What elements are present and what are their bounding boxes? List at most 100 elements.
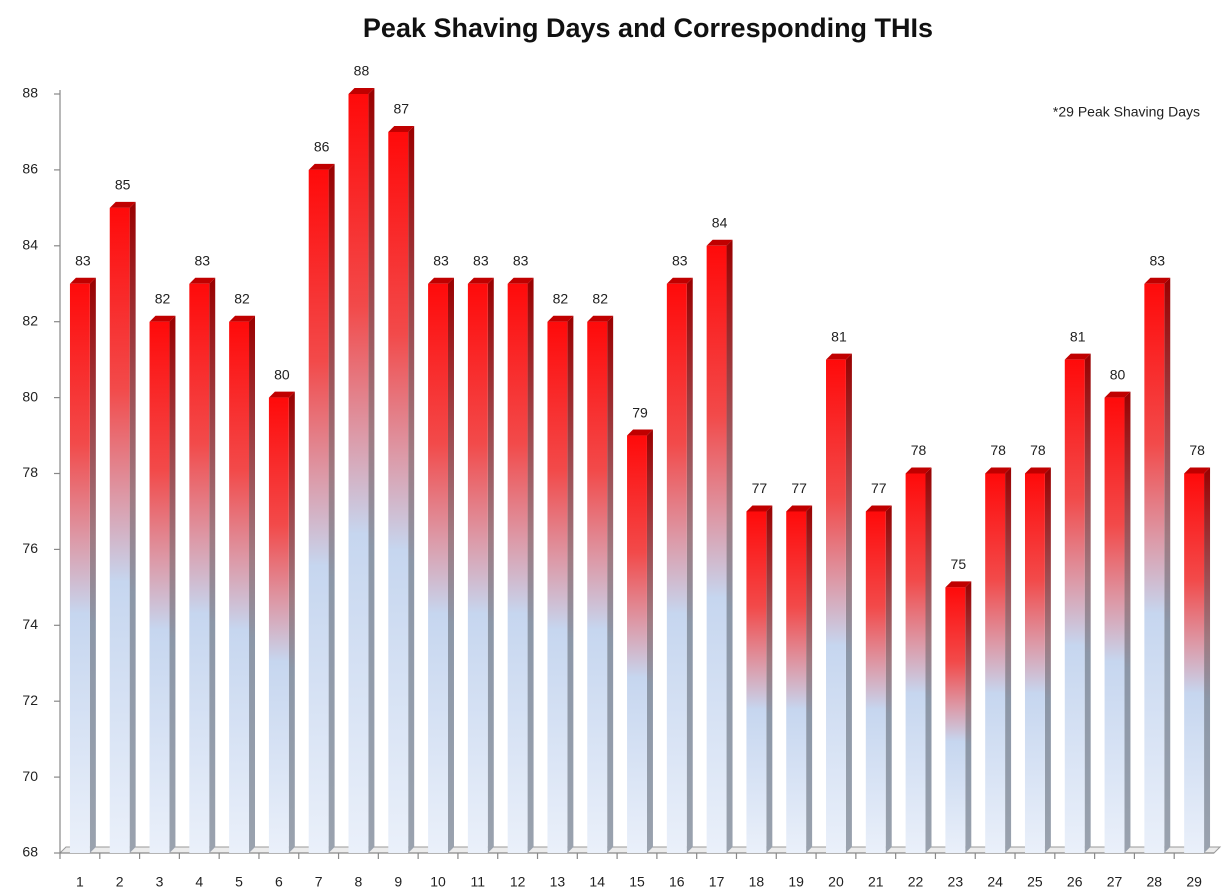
bar (428, 283, 448, 853)
x-tick-label: 17 (709, 874, 725, 890)
value-label: 86 (314, 139, 330, 155)
bar-side (1084, 353, 1091, 853)
value-label: 78 (1030, 442, 1046, 458)
y-tick-label: 86 (22, 161, 38, 177)
bar (706, 245, 727, 854)
bar (865, 511, 886, 853)
bar-top (627, 429, 653, 436)
bar-side (328, 163, 335, 853)
bar-side (408, 125, 415, 853)
bar (189, 283, 210, 853)
bar (666, 283, 687, 853)
x-tick-label: 2 (116, 874, 124, 890)
bar-side (487, 277, 494, 853)
bar (1144, 283, 1165, 853)
bar-side (567, 315, 574, 853)
value-label: 87 (393, 101, 409, 117)
value-label: 79 (632, 404, 648, 420)
bar-top (786, 505, 813, 512)
x-tick-label: 6 (275, 874, 283, 890)
bar-side (806, 505, 813, 853)
y-tick-label: 76 (22, 540, 38, 556)
x-tick-label: 16 (669, 874, 685, 890)
bar-side (169, 315, 176, 853)
x-tick-label: 28 (1147, 874, 1163, 890)
bar (905, 473, 926, 853)
bar-top (1024, 467, 1051, 474)
x-tick-label: 18 (749, 874, 765, 890)
x-tick-label: 13 (550, 874, 566, 890)
x-tick-label: 19 (788, 874, 804, 890)
value-label: 83 (75, 252, 91, 268)
bar (467, 283, 488, 853)
bar (149, 321, 170, 853)
value-label: 83 (513, 252, 529, 268)
bar (1064, 359, 1085, 853)
value-label: 81 (1070, 328, 1086, 344)
value-label: 75 (951, 556, 967, 572)
value-label: 77 (791, 480, 807, 496)
y-tick-label: 68 (22, 844, 38, 860)
bar (627, 435, 647, 853)
x-tick-label: 27 (1107, 874, 1123, 890)
bar-top (149, 315, 176, 322)
x-tick-label: 24 (987, 874, 1003, 890)
x-tick-label: 5 (235, 874, 243, 890)
value-label: 80 (1110, 366, 1126, 382)
bar-side (686, 277, 693, 853)
bar-top (666, 277, 693, 284)
bar (507, 283, 528, 853)
bar-top (348, 88, 375, 94)
value-label: 84 (712, 215, 728, 231)
x-tick-label: 26 (1067, 874, 1083, 890)
value-label: 83 (433, 252, 449, 268)
value-label: 82 (234, 290, 250, 306)
bar-top (229, 315, 256, 322)
bar (69, 283, 90, 853)
value-label: 83 (473, 252, 489, 268)
bar-top (308, 163, 335, 170)
x-tick-label: 1 (76, 874, 84, 890)
bar-side (965, 581, 972, 853)
value-label: 88 (354, 63, 370, 79)
bar-side (209, 277, 216, 853)
bar-top (1064, 353, 1091, 360)
x-tick-label: 14 (589, 874, 605, 890)
value-label: 78 (911, 442, 927, 458)
value-label: 82 (553, 290, 569, 306)
value-label: 83 (194, 252, 210, 268)
bar (985, 473, 1006, 853)
bar (1024, 473, 1045, 853)
x-tick-label: 4 (195, 874, 203, 890)
bar-side (845, 353, 852, 853)
value-label: 80 (274, 366, 290, 382)
bar-side (726, 239, 733, 854)
y-tick-label: 72 (22, 692, 38, 708)
x-tick-label: 20 (828, 874, 844, 890)
bar-side (1124, 391, 1131, 853)
bar (1184, 473, 1205, 853)
chart-title: Peak Shaving Days and Corresponding THIs (363, 13, 933, 43)
y-tick-label: 70 (22, 768, 38, 784)
value-label: 85 (115, 177, 131, 193)
bar (388, 131, 409, 853)
bar-top (865, 505, 892, 512)
bar-side (129, 201, 136, 854)
bar-side (1204, 467, 1211, 853)
bar-top (826, 353, 852, 360)
bar-top (268, 391, 295, 398)
x-tick-label: 25 (1027, 874, 1043, 890)
bar (945, 587, 966, 853)
bar (109, 207, 130, 854)
value-label: 78 (990, 442, 1006, 458)
bar-top (1144, 277, 1171, 284)
x-tick-label: 21 (868, 874, 884, 890)
y-tick-label: 82 (22, 312, 38, 328)
bar-side (447, 277, 454, 853)
annotation: *29 Peak Shaving Days (1053, 104, 1200, 120)
bar-side (766, 505, 773, 853)
bar-top (428, 277, 454, 284)
y-tick-label: 74 (22, 616, 38, 632)
bar (229, 321, 250, 853)
bar-side (885, 505, 892, 853)
